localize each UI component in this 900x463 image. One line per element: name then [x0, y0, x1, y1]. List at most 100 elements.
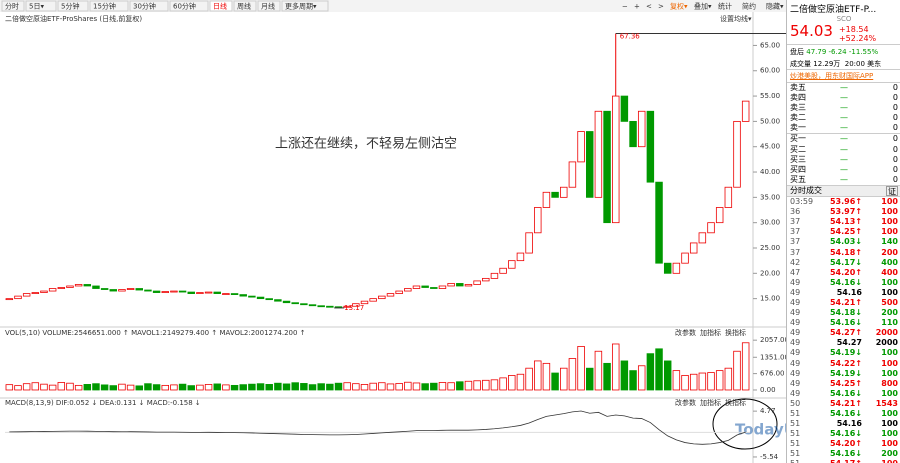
- volume-bar: [637, 365, 646, 391]
- candle: [230, 293, 239, 295]
- volume-bar: [611, 343, 620, 391]
- trade-row: 49 54.18↓ 200: [787, 308, 900, 318]
- candle: [326, 305, 334, 308]
- volume-bar: [378, 382, 386, 391]
- volume-bar: [655, 348, 663, 391]
- y-tick-label: -5.54: [760, 453, 779, 461]
- trade-row: 51 54.16↓ 100: [787, 429, 900, 439]
- text: 54.03↓: [829, 237, 862, 247]
- indicator-button[interactable]: 换指标: [725, 398, 746, 407]
- text: 49: [790, 378, 801, 388]
- volume-bar: [57, 382, 66, 391]
- candle: [733, 120, 741, 188]
- indicator-button[interactable]: 改参数: [675, 398, 696, 407]
- y-tick-label: 55.00: [760, 92, 780, 100]
- text: 0: [892, 174, 898, 184]
- ma-button[interactable]: 设置均线▾: [720, 14, 752, 23]
- volume-bar: [282, 383, 291, 391]
- tab[interactable]: [1, 0, 25, 12]
- candle: [265, 298, 273, 301]
- trade-row: 47 54.20↑ 400: [787, 268, 900, 278]
- y-tick-label: 60.00: [760, 67, 780, 75]
- volume-bar: [369, 382, 377, 391]
- indicator-button[interactable]: 加指标: [700, 398, 721, 407]
- text: 0: [892, 93, 898, 103]
- candle: [646, 110, 655, 183]
- candle: [707, 222, 715, 234]
- text: 54.20↑: [829, 439, 862, 449]
- volume-bar: [152, 384, 161, 391]
- tab[interactable]: [25, 0, 57, 12]
- candle: [135, 288, 144, 291]
- tab[interactable]: [129, 0, 169, 12]
- volume-bar: [343, 382, 351, 391]
- y-tick-label: 2057.00: [760, 336, 786, 344]
- text: 200: [881, 247, 898, 257]
- toolbar-button[interactable]: −: [622, 3, 628, 11]
- tab-label[interactable]: 15分钟: [93, 2, 116, 11]
- tab-label[interactable]: 更多周期▾: [285, 2, 317, 11]
- toolbar-button[interactable]: 简约: [742, 2, 756, 11]
- text: 49: [790, 358, 801, 368]
- toolbar-button[interactable]: 统计: [718, 2, 732, 11]
- toolbar-button[interactable]: 复权▾: [670, 2, 688, 11]
- text: 800: [881, 378, 898, 388]
- tab[interactable]: [89, 0, 129, 12]
- tab-label[interactable]: 60分钟: [173, 2, 196, 11]
- tab[interactable]: [209, 0, 233, 12]
- candle: [204, 291, 213, 294]
- text: —: [840, 164, 848, 174]
- toolbar-button[interactable]: +: [634, 3, 640, 11]
- tab-label[interactable]: 月线: [261, 2, 275, 11]
- tab-label[interactable]: 30分钟: [133, 2, 156, 11]
- candle: [724, 186, 733, 208]
- chart: 二倍做空原油ETF-ProShares (日线,前复权) 设置均线▾ 上涨还在继…: [0, 0, 786, 463]
- tab[interactable]: [57, 0, 89, 12]
- toolbar-button[interactable]: <: [646, 3, 652, 11]
- text: 证: [886, 185, 898, 197]
- text: 49: [790, 287, 801, 297]
- tab[interactable]: [169, 0, 209, 12]
- candle: [178, 290, 187, 293]
- volume-bar: [83, 384, 92, 391]
- candle: [655, 181, 663, 264]
- volume-bar: [22, 383, 31, 391]
- indicator-button[interactable]: 改参数: [675, 328, 696, 337]
- tab-label[interactable]: 分时: [5, 2, 19, 11]
- text: SCO: [836, 15, 852, 23]
- tab[interactable]: [281, 0, 329, 12]
- trade-row: 49 54.27 2000: [787, 338, 900, 348]
- volume-bar: [560, 367, 568, 391]
- indicator-button[interactable]: 加指标: [700, 328, 721, 337]
- volume-bar: [395, 383, 403, 391]
- candle: [715, 207, 724, 224]
- text: 100: [881, 439, 898, 449]
- text: 分时成交: [790, 185, 822, 195]
- candle: [248, 295, 256, 298]
- tab[interactable]: [233, 0, 257, 12]
- indicator-button[interactable]: 换指标: [725, 328, 746, 337]
- candle: [282, 300, 291, 304]
- toolbar-button[interactable]: 隐藏▾: [766, 2, 784, 11]
- tab[interactable]: [257, 0, 281, 12]
- tab-label[interactable]: 日线: [213, 2, 227, 11]
- text: —: [840, 174, 848, 184]
- volume-bar: [551, 372, 559, 391]
- toolbar-button[interactable]: 叠加▾: [694, 2, 712, 11]
- text: 炒港美股，用东财国际APP: [790, 72, 874, 80]
- dif-line: [9, 410, 746, 445]
- order-row: 卖二 — 0: [787, 113, 900, 123]
- text: 100: [881, 409, 898, 418]
- candle: [603, 110, 611, 224]
- trade-row: 03:59 53.96↑ 100: [787, 197, 900, 207]
- text: 盘后: [790, 48, 804, 56]
- tab-label[interactable]: 5分钟: [61, 2, 79, 11]
- volume-bar: [187, 385, 195, 391]
- toolbar-button[interactable]: >: [658, 3, 664, 11]
- candle: [378, 295, 386, 300]
- tab-label[interactable]: 周线: [237, 2, 251, 11]
- watermark: TodayUSStock.com 今日美股: [735, 421, 786, 439]
- y-tick-label: 4.77: [760, 407, 776, 415]
- tab-label[interactable]: 5日▾: [29, 3, 44, 11]
